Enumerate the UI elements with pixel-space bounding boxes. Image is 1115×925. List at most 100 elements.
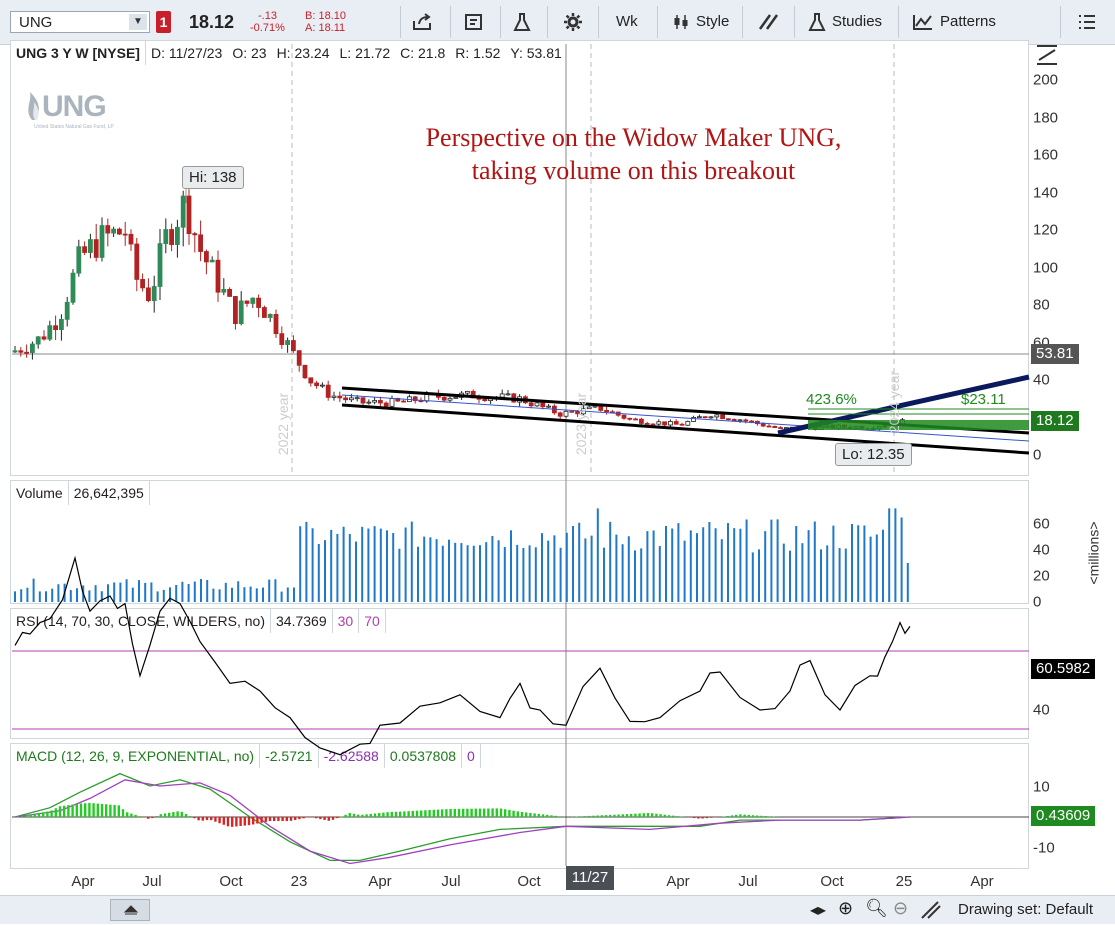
- drawing-set-label[interactable]: Drawing set: Default: [958, 901, 1094, 918]
- logo-text: UNG: [42, 90, 107, 123]
- volume-panel[interactable]: Volume 26,642,395: [10, 480, 1029, 604]
- last-price: 18.12: [189, 12, 235, 32]
- last-price-label: 18.12: [1031, 411, 1079, 431]
- annotation-line-2: taking volume on this breakout: [471, 156, 796, 185]
- x-axis-label: Apr: [368, 873, 392, 890]
- ung-logo: UNG United States Natural Gas Fund, LP: [22, 88, 122, 138]
- volume-tick: 20: [1033, 567, 1050, 585]
- studies-flask-button[interactable]: [512, 8, 532, 36]
- symbol-input[interactable]: UNG ▼: [10, 11, 150, 33]
- ask-value: A: 18.11: [305, 22, 346, 34]
- macd-header-value: -2.5721: [260, 744, 319, 768]
- scale-toggle-icon: [1037, 45, 1057, 65]
- toolbar-divider: [794, 6, 795, 38]
- drawings-button[interactable]: [758, 8, 780, 36]
- notes-icon: [465, 14, 482, 30]
- rsi-header: RSI (14, 70, 30, CLOSE, WILDERS, no) 34.…: [11, 609, 386, 633]
- price-header-date: D: 11/27/23: [150, 45, 223, 61]
- crosshair-price-label: 53.81: [1031, 344, 1079, 364]
- x-axis-label: Jul: [738, 873, 758, 890]
- macd-panel[interactable]: MACD (12, 26, 9, EXPONENTIAL, no) -2.572…: [10, 743, 1029, 869]
- logo-subtext: United States Natural Gas Fund, LP: [34, 124, 114, 130]
- flame-logo-icon: [28, 92, 39, 120]
- rsi-tick: 40: [1033, 701, 1050, 719]
- symbol-dropdown-icon[interactable]: ▼: [129, 14, 147, 30]
- share-button[interactable]: [412, 8, 434, 36]
- bid-ask: B: 18.10 A: 18.11: [305, 10, 346, 34]
- toolbar-divider: [450, 6, 451, 38]
- toolbar-divider: [547, 6, 548, 38]
- patterns-button[interactable]: Patterns: [912, 8, 996, 36]
- price-scale-icon[interactable]: [1035, 44, 1059, 71]
- drawing-tool-icon[interactable]: [920, 900, 942, 920]
- alert-badge[interactable]: 1: [156, 11, 171, 33]
- symbol-value: UNG: [19, 14, 53, 31]
- price-panel[interactable]: UNG 3 Y W [NYSE] D: 11/27/23 O: 23 H: 23…: [10, 40, 1029, 476]
- scroll-icon[interactable]: ◂▸: [810, 902, 827, 919]
- aggregation-label: Wk: [616, 13, 638, 30]
- rsi-panel[interactable]: RSI (14, 70, 30, CLOSE, WILDERS, no) 34.…: [10, 608, 1029, 739]
- low-callout: Lo: 12.35: [835, 443, 912, 466]
- x-axis-label: Oct: [517, 873, 541, 890]
- volume-header-value: 26,642,395: [69, 481, 150, 505]
- x-axis-label: 23: [290, 873, 308, 890]
- flask-icon: [808, 13, 826, 31]
- collapse-button[interactable]: [110, 899, 150, 921]
- menu-button[interactable]: [1078, 8, 1096, 36]
- price-tick: 80: [1033, 296, 1050, 314]
- toolbar-divider: [1060, 6, 1061, 38]
- notes-button[interactable]: [464, 8, 486, 36]
- price-change-abs: -.13: [258, 10, 277, 22]
- candlestick-icon: [674, 15, 688, 29]
- zoom-in-icon[interactable]: 🔍︎: [865, 898, 888, 918]
- toolbar-divider: [598, 6, 599, 38]
- price-header-open: O: 23: [232, 45, 267, 61]
- rsi-last-label: 60.5982: [1031, 659, 1096, 679]
- pan-icon[interactable]: ⊕: [838, 898, 854, 918]
- style-button[interactable]: Style: [672, 8, 729, 36]
- chart-toolbar: UNG ▼ 1 18.12 -.13 -0.71% B: 18.10 A: 18…: [0, 0, 1115, 45]
- macd-header-name: MACD (12, 26, 9, EXPONENTIAL, no): [11, 744, 261, 768]
- aggregation-button[interactable]: Wk: [616, 8, 638, 36]
- price-header-symbol: UNG 3 Y W [NYSE]: [11, 41, 146, 65]
- studies-button[interactable]: Studies: [808, 8, 882, 36]
- bottom-bar: ◂▸ ⊕ 🔍︎ ⊖ Drawing set: Default: [0, 895, 1115, 924]
- toolbar-divider: [898, 6, 899, 38]
- x-axis-label: Apr: [970, 873, 994, 890]
- x-axis-label: Oct: [219, 873, 243, 890]
- x-axis-label: Apr: [71, 873, 95, 890]
- macd-header-diff: 0.0537808: [385, 744, 463, 768]
- share-icon: [413, 13, 431, 30]
- fib-level-label: 423.6%: [806, 391, 857, 408]
- bid-value: B: 18.10: [305, 10, 346, 22]
- zoom-out-icon[interactable]: ⊖: [893, 898, 909, 918]
- x-axis-label: Apr: [666, 873, 690, 890]
- price-header-y: Y: 53.81: [510, 45, 562, 61]
- rsi-header-low: 30: [333, 609, 360, 633]
- high-callout: Hi: 138: [182, 166, 244, 189]
- macd-last-label: 0.43609: [1031, 806, 1096, 826]
- macd-header-avg: -2.62588: [319, 744, 385, 768]
- flask-icon: [513, 13, 531, 31]
- x-cursor-label: 11/27: [566, 866, 614, 890]
- price-header: UNG 3 Y W [NYSE] D: 11/27/23 O: 23 H: 23…: [11, 41, 567, 65]
- price-tick: 160: [1033, 146, 1059, 164]
- toolbar-divider: [657, 6, 658, 38]
- style-label: Style: [696, 13, 730, 30]
- settings-button[interactable]: [562, 8, 584, 36]
- macd-header: MACD (12, 26, 9, EXPONENTIAL, no) -2.572…: [11, 744, 481, 768]
- price-tick: 140: [1033, 184, 1059, 202]
- price-axis[interactable]: [1029, 40, 1115, 476]
- price-header-close: C: 21.8: [400, 45, 446, 61]
- collapse-icon: [123, 905, 139, 915]
- price-tick: 180: [1033, 109, 1059, 127]
- price-tick: 40: [1033, 371, 1050, 389]
- year-label: 2022 year: [275, 392, 292, 456]
- rsi-header-high: 70: [359, 609, 386, 633]
- toolbar-divider: [500, 6, 501, 38]
- volume-unit-label: <millions>: [1085, 521, 1102, 585]
- x-axis-label: 25: [895, 873, 913, 890]
- toolbar-divider: [400, 6, 401, 38]
- volume-header-name: Volume: [11, 481, 69, 505]
- price-change-pct: -0.71%: [250, 22, 285, 34]
